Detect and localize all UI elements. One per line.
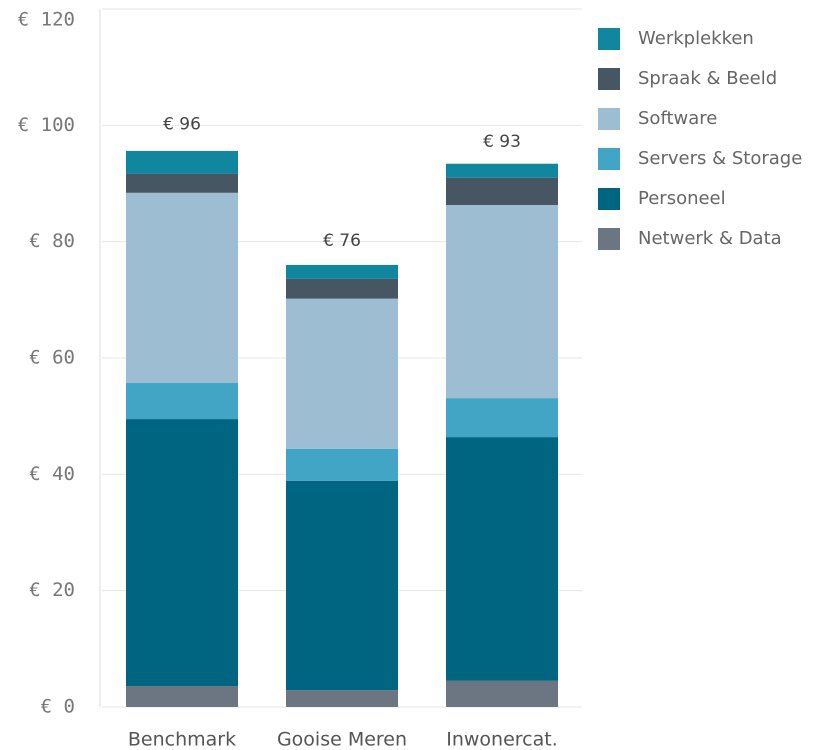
bar-segment	[126, 192, 238, 384]
legend-label: Spraak & Beeld	[638, 68, 777, 89]
legend-label: Personeel	[638, 188, 726, 209]
total-label: € 93	[483, 132, 521, 152]
bar-segment	[286, 298, 398, 449]
x-tick-label: Benchmark	[128, 729, 236, 750]
bar-segment	[126, 173, 238, 193]
bar-segment	[446, 398, 558, 438]
y-tick-label: € 20	[29, 579, 75, 601]
bar-segment	[126, 419, 238, 687]
total-label: € 96	[163, 115, 201, 135]
x-tick-label: Gooise Meren	[277, 729, 407, 750]
legend-swatch	[598, 148, 620, 170]
y-tick-label: € 0	[41, 696, 75, 718]
legend-label: Netwerk & Data	[638, 228, 782, 249]
bar-segment	[286, 264, 398, 279]
legend-swatch	[598, 68, 620, 90]
bar-segment	[286, 278, 398, 299]
legend-swatch	[598, 188, 620, 210]
y-tick-label: € 40	[29, 463, 75, 485]
bar-segment	[286, 480, 398, 691]
legend-swatch	[598, 108, 620, 130]
legend-label: Werkplekken	[638, 28, 754, 49]
bar-segment	[446, 205, 558, 399]
legend-swatch	[598, 28, 620, 50]
total-label: € 76	[323, 231, 361, 251]
y-tick-label: € 60	[29, 347, 75, 369]
y-tick-label: € 120	[18, 9, 75, 31]
bar-segment	[446, 163, 558, 178]
bar-segment	[286, 690, 398, 707]
bar-segment	[446, 680, 558, 707]
bar-segment	[286, 448, 398, 481]
bar-segment	[126, 686, 238, 707]
y-tick-label: € 80	[29, 230, 75, 252]
bar-segment	[446, 177, 558, 206]
legend-label: Software	[638, 108, 717, 129]
bar-segment	[126, 383, 238, 420]
x-tick-label: Inwonercat.	[446, 729, 558, 750]
bar-segment	[126, 150, 238, 174]
legend-label: Servers & Storage	[638, 148, 802, 169]
legend-swatch	[598, 228, 620, 250]
bar-segment	[446, 437, 558, 681]
y-tick-label: € 100	[18, 114, 75, 136]
